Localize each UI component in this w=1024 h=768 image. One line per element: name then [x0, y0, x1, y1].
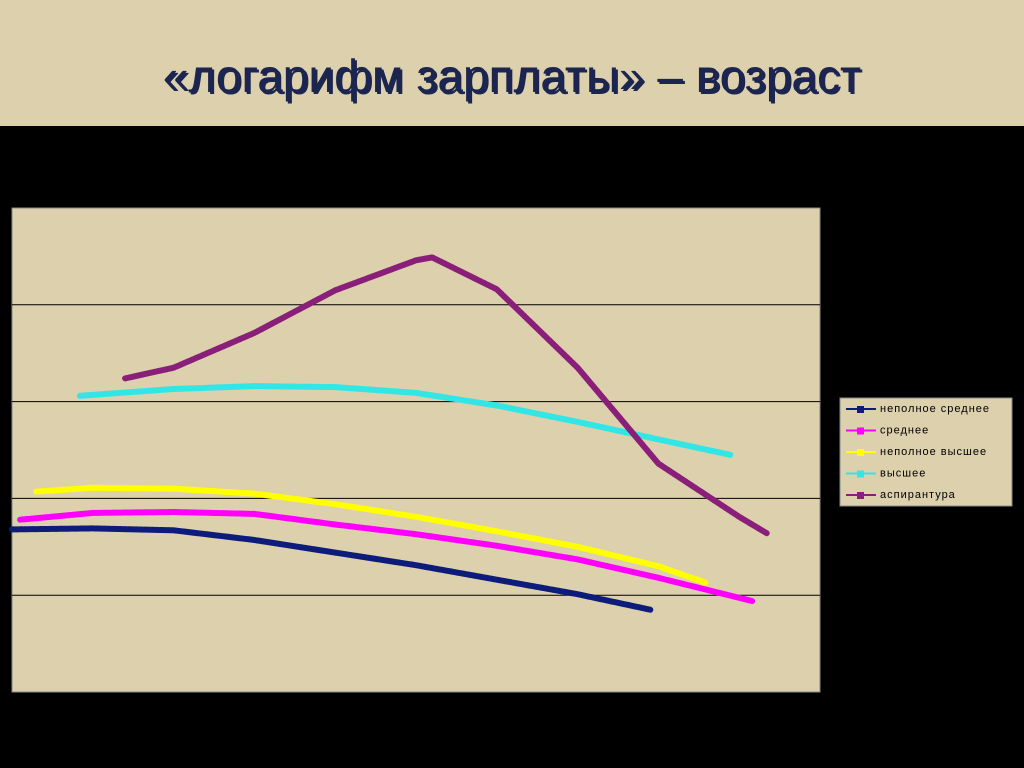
- legend-label: высшее: [880, 467, 926, 479]
- legend-marker: [857, 427, 864, 435]
- legend-label: неполное среднее: [880, 403, 990, 415]
- plot-area: [11, 207, 821, 693]
- legend-marker: [857, 406, 864, 413]
- series-line: [33, 484, 709, 586]
- legend-label: неполное высшее: [880, 446, 987, 458]
- title-shadow: «логарифм зарплаты» – возраст: [165, 52, 863, 104]
- legend-label: среднее: [880, 424, 929, 436]
- series-line: [17, 509, 756, 604]
- title-band: [0, 0, 1024, 126]
- series-line: [122, 254, 770, 537]
- legend-marker: [857, 470, 864, 478]
- series-line: [9, 525, 654, 613]
- chart-title: «логарифм зарплаты» – возраст: [163, 50, 861, 102]
- legend-marker: [857, 449, 864, 456]
- legend-marker: [857, 492, 864, 499]
- legend-label: аспирантура: [880, 489, 956, 501]
